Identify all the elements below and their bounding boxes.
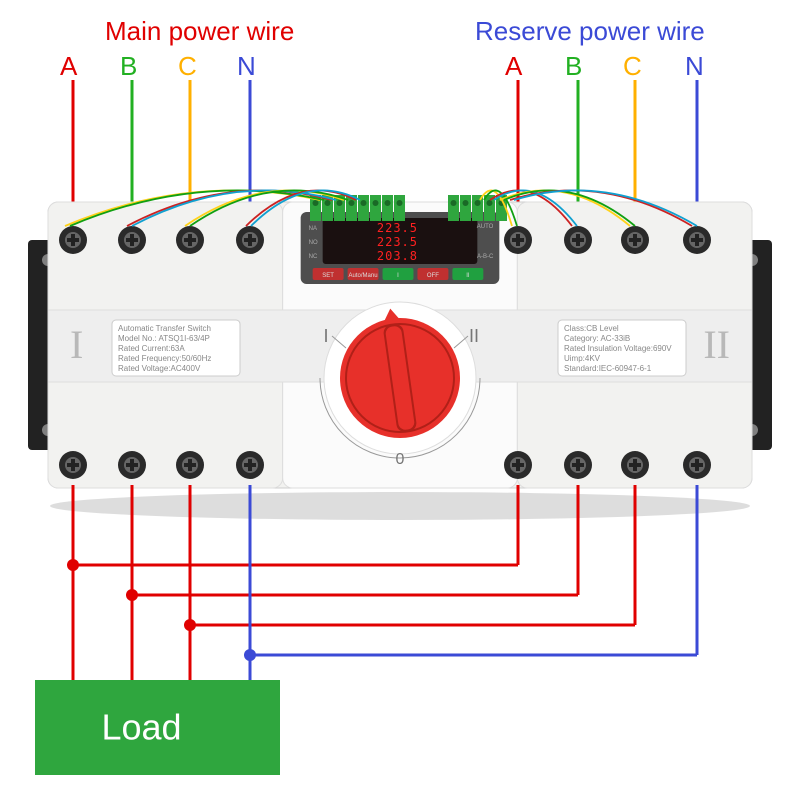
svg-text:NO: NO	[309, 240, 318, 246]
svg-text:0: 0	[396, 451, 405, 468]
phase-label-reserve-A: A	[505, 51, 523, 81]
svg-text:Class:CB Level: Class:CB Level	[564, 324, 619, 333]
junction-dot	[67, 559, 79, 571]
svg-text:NC: NC	[309, 254, 318, 260]
phase-label-reserve-C: C	[623, 51, 642, 81]
phase-label-main-N: N	[237, 51, 256, 81]
svg-text:Standard:IEC-60947-6-1: Standard:IEC-60947-6-1	[564, 364, 652, 373]
svg-text:Automatic Transfer Switch: Automatic Transfer Switch	[118, 324, 211, 333]
junction-dot	[184, 619, 196, 631]
svg-text:Category: AC-33iB: Category: AC-33iB	[564, 334, 630, 343]
wiring-diagram: Main power wireReserve power wireABCNABC…	[0, 0, 800, 800]
phase-label-main-B: B	[120, 51, 137, 81]
svg-text:SET: SET	[322, 273, 334, 279]
phase-label-reserve-N: N	[685, 51, 704, 81]
svg-text:I: I	[70, 322, 83, 367]
svg-text:Rated Voltage:AC400V: Rated Voltage:AC400V	[118, 364, 201, 373]
svg-text:II: II	[469, 326, 479, 346]
svg-text:A-B-C: A-B-C	[477, 254, 494, 260]
phase-label-main-C: C	[178, 51, 197, 81]
svg-text:Model No.: ATSQ1I-63/4P: Model No.: ATSQ1I-63/4P	[118, 334, 210, 343]
ats-device: IIIAutomatic Transfer SwitchModel No.: A…	[28, 190, 772, 520]
phase-label-reserve-B: B	[565, 51, 582, 81]
svg-text:Uimp:4KV: Uimp:4KV	[564, 354, 601, 363]
junction-dot	[244, 649, 256, 661]
svg-text:NA: NA	[309, 226, 317, 232]
svg-text:223.5: 223.5	[377, 221, 418, 235]
svg-text:II: II	[466, 273, 470, 279]
svg-text:I: I	[323, 326, 328, 346]
load-label: Load	[101, 707, 181, 748]
svg-text:Rated Insulation Voltage:690V: Rated Insulation Voltage:690V	[564, 344, 672, 353]
svg-text:Auto/Manu: Auto/Manu	[349, 273, 378, 279]
reserve-power-title: Reserve power wire	[475, 16, 705, 46]
svg-text:223.5: 223.5	[377, 235, 418, 249]
svg-text:203.8: 203.8	[377, 249, 418, 263]
phase-label-main-A: A	[60, 51, 78, 81]
svg-text:OFF: OFF	[427, 273, 439, 279]
main-power-title: Main power wire	[105, 16, 294, 46]
svg-text:II: II	[703, 322, 730, 367]
svg-text:AUTO: AUTO	[477, 224, 494, 230]
junction-dot	[126, 589, 138, 601]
svg-text:Rated Current:63A: Rated Current:63A	[118, 344, 185, 353]
svg-text:Rated Frequency:50/60Hz: Rated Frequency:50/60Hz	[118, 354, 211, 363]
